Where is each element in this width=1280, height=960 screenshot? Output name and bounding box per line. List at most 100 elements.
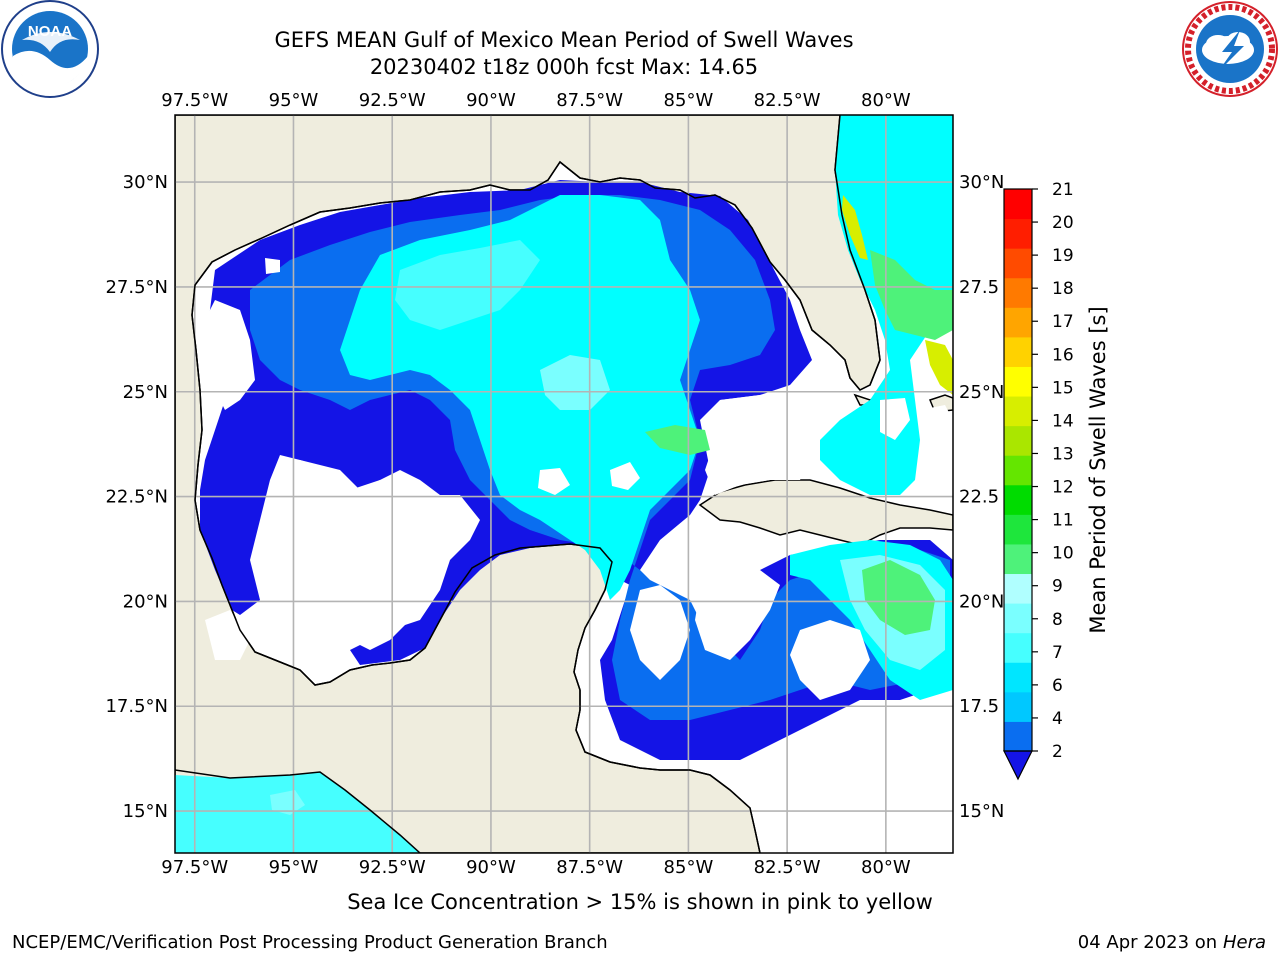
contour-florida-yellow (842, 195, 868, 260)
lon-label-top: 90°W (466, 90, 516, 111)
lat-label-right: 20°N (959, 591, 1004, 612)
colorbar-tick-label: 6 (1052, 676, 1063, 696)
lon-label-top: 80°W (861, 90, 911, 111)
colorbar-swatch (1004, 189, 1032, 220)
colorbar-title: Mean Period of Swell Waves [s] (1086, 306, 1110, 633)
noaa-logo-text: NOAA (28, 23, 72, 40)
footer-subtitle: Sea Ice Concentration > 15% is shown in … (347, 890, 933, 914)
colorbar-tick-label: 7 (1052, 643, 1063, 663)
colorbar-tick-label: 4 (1052, 709, 1063, 729)
contour-florida-yellow2 (925, 340, 953, 395)
colorbar-tick-label: 13 (1052, 444, 1074, 464)
lat-label-right: 22.5 (959, 487, 999, 508)
colorbar-swatch (1004, 396, 1032, 427)
lon-labels-top: 97.5°W 95°W 92.5°W 90°W 87.5°W 85°W 82.5°W 80°W (161, 90, 911, 111)
colorbar-swatch (1004, 218, 1032, 249)
lat-labels-right: 30°N 27.5 25°N 22.5 20°N 17.5 15°N (959, 172, 1004, 822)
lat-label-left: 25°N (123, 382, 168, 403)
footer-date-text: 04 Apr 2023 on (1077, 932, 1223, 953)
lon-label-bottom: 97.5°W (161, 857, 228, 878)
colorbar-swatch (1004, 277, 1032, 308)
colorbar-extend-arrow (1003, 750, 1033, 781)
colorbar-tick-label: 15 (1052, 378, 1074, 398)
lon-label-top: 87.5°W (556, 90, 623, 111)
lon-label-top: 82.5°W (754, 90, 821, 111)
colorbar-tick-label: 17 (1052, 312, 1074, 332)
footer-credit: NCEP/EMC/Verification Post Processing Pr… (12, 932, 608, 953)
chart-title: GEFS MEAN Gulf of Mexico Mean Period of … (274, 28, 854, 52)
lat-label-right: 17.5 (959, 696, 999, 717)
colorbar-swatch (1004, 307, 1032, 338)
lon-label-top: 97.5°W (161, 90, 228, 111)
colorbar-tick-label: 14 (1052, 411, 1074, 431)
colorbar-tick-label: 9 (1052, 577, 1063, 597)
contour-pacific (175, 772, 420, 853)
colorbar-swatch (1004, 603, 1032, 634)
colorbar-frame (1003, 188, 1033, 752)
lat-label-right: 25°N (959, 382, 1004, 403)
lat-label-left: 20°N (123, 591, 168, 612)
colorbar-tick-label: 11 (1052, 511, 1074, 531)
contour-green-gulf (645, 425, 710, 455)
lon-label-bottom: 92.5°W (359, 857, 426, 878)
colorbar-swatch (1004, 632, 1032, 663)
colorbar-tick-label: 12 (1052, 478, 1074, 498)
lat-label-right: 30°N (959, 172, 1004, 193)
colorbar-swatch (1004, 691, 1032, 722)
lat-label-left: 30°N (123, 172, 168, 193)
lon-label-bottom: 85°W (664, 857, 714, 878)
contour-6-7 (395, 240, 540, 330)
colorbar-swatch (1004, 455, 1032, 486)
colorbar-tick-label: 18 (1052, 279, 1074, 299)
footer-date: 04 Apr 2023 on Hera (1078, 932, 1266, 953)
contour-florida-green (870, 250, 953, 340)
colorbar-tick-label: 2 (1052, 742, 1063, 762)
lon-label-top: 92.5°W (359, 90, 426, 111)
colorbar-swatch (1004, 336, 1032, 367)
lat-label-left: 27.5°N (105, 277, 168, 298)
colorbar-swatch (1004, 721, 1032, 752)
swell-period-fill (175, 115, 953, 853)
contour-pacific-light (270, 790, 305, 815)
lat-label-left: 15°N (123, 801, 168, 822)
colorbar: 2 4 6 7 8 9 10 11 12 13 14 15 16 17 18 19 20 21 (1003, 180, 1074, 781)
footer-machine: Hera (1222, 932, 1266, 953)
colorbar-swatch (1004, 662, 1032, 693)
graticule (175, 115, 953, 853)
colorbar-swatch (1004, 543, 1032, 575)
lon-labels-bottom: 97.5°W 95°W 92.5°W 90°W 87.5°W 85°W 82.5°W 80°W (161, 857, 911, 878)
colorbar-tick-label: 8 (1052, 610, 1063, 630)
lon-label-bottom: 95°W (269, 857, 319, 878)
coastline (175, 115, 881, 853)
colorbar-tick-label: 10 (1052, 544, 1074, 564)
colorbar-swatch (1004, 484, 1032, 515)
lat-label-right: 27.5 (959, 277, 999, 298)
contour-gaps (205, 258, 953, 700)
noaa-logo: NOAA (1, 0, 99, 98)
colorbar-swatch (1004, 248, 1032, 279)
lon-label-bottom: 80°W (861, 857, 911, 878)
colorbar-swatch (1004, 573, 1032, 604)
colorbar-swatch (1004, 514, 1032, 545)
lat-labels-left: 30°N 27.5°N 25°N 22.5°N 20°N 17.5°N 15°N (105, 172, 168, 822)
lat-label-right: 15°N (959, 801, 1004, 822)
contour-caribbean-green (862, 560, 935, 635)
lon-label-bottom: 87.5°W (556, 857, 623, 878)
chart-subtitle: 20230402 t18z 000h fcst Max: 14.65 (369, 55, 759, 79)
lat-label-left: 17.5°N (105, 696, 168, 717)
contour-7-8 (540, 355, 610, 410)
colorbar-tick-label: 19 (1052, 246, 1074, 266)
map-area (175, 115, 953, 853)
colorbar-tick-label: 20 (1052, 213, 1074, 233)
colorbar-swatch (1004, 366, 1032, 397)
lon-label-bottom: 90°W (466, 857, 516, 878)
lon-label-top: 95°W (269, 90, 319, 111)
colorbar-swatch (1004, 425, 1032, 456)
colorbar-tick-label: 16 (1052, 345, 1074, 365)
lat-label-left: 22.5°N (105, 487, 168, 508)
nws-logo (1182, 1, 1278, 97)
lon-label-top: 85°W (664, 90, 714, 111)
colorbar-tick-label: 21 (1052, 180, 1074, 200)
map-frame (174, 114, 954, 854)
